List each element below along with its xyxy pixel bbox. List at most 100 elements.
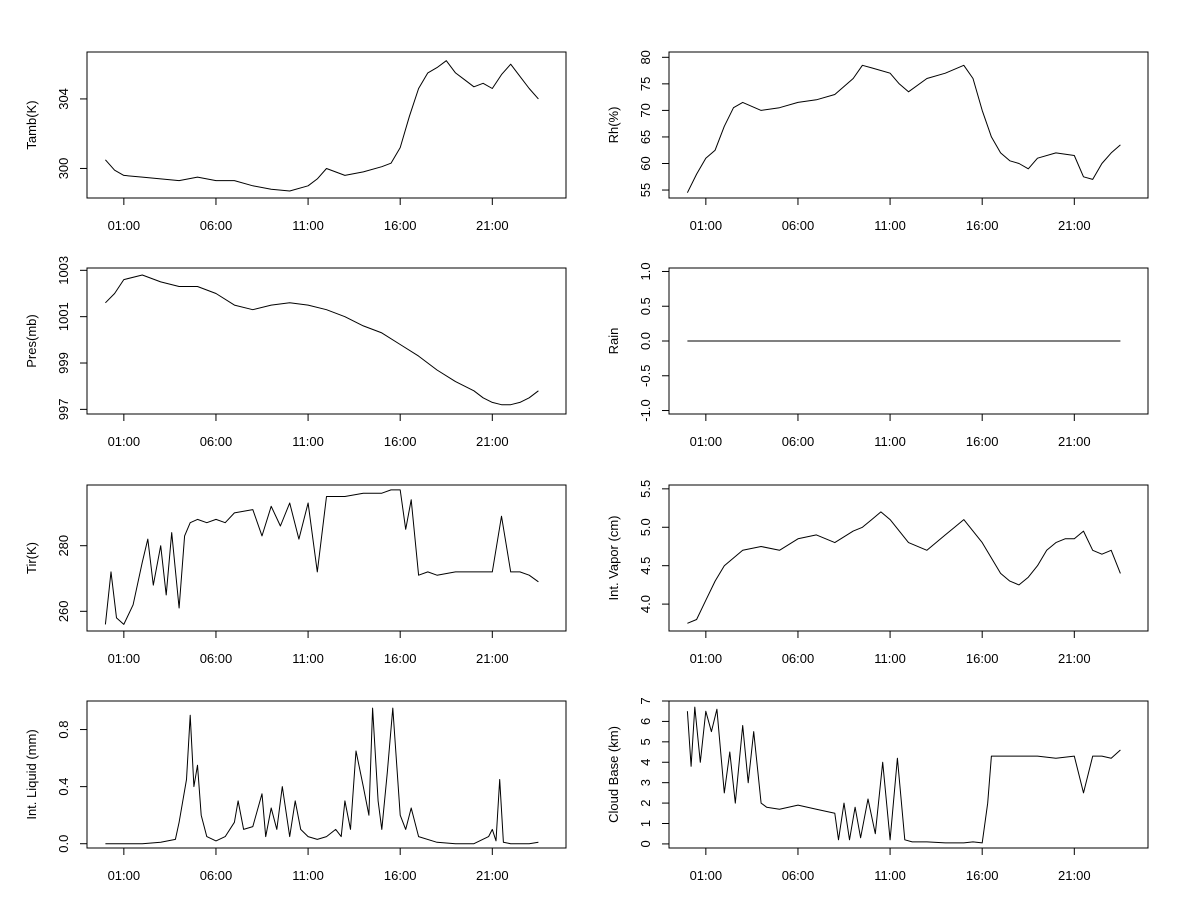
chart-panel-4: 01:00 06:00 11:00 16:00 21:00 -1.0 -0.5 0.0 0.5 1… (606, 262, 1149, 449)
y-tick-label: 999 (56, 352, 71, 374)
x-tick-label: 01:00 (108, 868, 141, 883)
y-tick-label: 70 (638, 103, 653, 117)
y-axis-label: Pres(mb) (24, 314, 39, 367)
series-line (105, 274, 539, 406)
y-axis-label: Tir(K) (24, 542, 39, 574)
x-tick-label: 21:00 (476, 651, 509, 666)
y-tick-label: 1003 (56, 256, 71, 285)
series-line (105, 60, 539, 192)
x-tick-label: 01:00 (108, 218, 141, 233)
series-line (105, 707, 539, 845)
x-tick-label: 21:00 (476, 218, 509, 233)
plot-frame (86, 267, 567, 415)
y-tick-label: 5.0 (638, 518, 653, 536)
y-tick-label: 75 (638, 77, 653, 91)
x-tick-label: 21:00 (1058, 651, 1091, 666)
x-tick-label: 11:00 (874, 434, 906, 449)
y-tick-label: 0.5 (638, 297, 653, 315)
y-tick-label: 6 (638, 718, 653, 725)
x-tick-label: 16:00 (966, 218, 999, 233)
series-line (687, 511, 1121, 624)
plot-frame (86, 484, 567, 632)
x-tick-label: 06:00 (782, 651, 815, 666)
x-tick-label: 06:00 (782, 868, 815, 883)
x-tick-label: 11:00 (292, 218, 324, 233)
x-tick-label: 21:00 (1058, 434, 1091, 449)
y-tick-label: 0.4 (56, 778, 71, 796)
x-tick-label: 11:00 (874, 651, 906, 666)
chart-panel-6: 01:00 06:00 11:00 16:00 21:00 4.0 4.5 5.0 5.5 Int… (606, 480, 1149, 666)
x-tick-label: 06:00 (782, 434, 815, 449)
x-tick-label: 01:00 (108, 434, 141, 449)
y-tick-label: 4.5 (638, 557, 653, 575)
y-tick-label: 5.5 (638, 480, 653, 498)
chart-panel-2: 01:00 06:00 11:00 16:00 21:00 55 60 65 70 75 80 Rh(… (606, 50, 1149, 233)
y-tick-label: 0.8 (56, 721, 71, 739)
y-tick-label: 65 (638, 130, 653, 144)
series-line (686, 64, 1121, 193)
x-tick-label: 16:00 (384, 651, 417, 666)
y-tick-label: 4 (638, 759, 653, 766)
y-tick-label: 4.0 (638, 595, 653, 613)
chart-panel-7: 01:00 06:00 11:00 16:00 21:00 0.0 0.4 0.8 Int. L… (24, 700, 567, 883)
x-tick-label: 01:00 (690, 434, 723, 449)
plot-frame (668, 51, 1149, 199)
y-tick-label: 7 (638, 697, 653, 704)
x-tick-label: 21:00 (476, 868, 509, 883)
y-axis-label: Rh(%) (606, 107, 621, 144)
y-tick-label: 2 (638, 799, 653, 806)
y-axis-label: Cloud Base (km) (606, 726, 621, 823)
series-line (104, 489, 539, 625)
x-tick-label: 21:00 (1058, 868, 1091, 883)
chart-panel-3: 01:00 06:00 11:00 16:00 21:00 997 999 1001 1003 P… (24, 256, 567, 449)
x-tick-label: 11:00 (292, 868, 324, 883)
x-tick-label: 06:00 (782, 218, 815, 233)
x-tick-label: 11:00 (292, 651, 324, 666)
x-tick-label: 06:00 (200, 218, 233, 233)
y-tick-label: 997 (56, 399, 71, 421)
y-tick-label: 5 (638, 738, 653, 745)
y-tick-label: 55 (638, 183, 653, 197)
x-tick-label: 01:00 (108, 651, 141, 666)
y-tick-label: 1 (638, 820, 653, 827)
plot-frame (86, 700, 567, 849)
x-tick-label: 16:00 (966, 434, 999, 449)
plot-frame (86, 51, 567, 199)
y-tick-label: 300 (56, 158, 71, 180)
y-axis-label: Int. Vapor (cm) (606, 515, 621, 600)
plot-frame (668, 700, 1149, 849)
y-tick-label: 0.0 (638, 332, 653, 350)
x-tick-label: 16:00 (966, 868, 999, 883)
y-tick-label: 0.0 (56, 835, 71, 853)
y-tick-label: 1.0 (638, 262, 653, 280)
x-tick-label: 06:00 (200, 651, 233, 666)
y-tick-label: -0.5 (638, 365, 653, 387)
y-axis-label: Int. Liquid (mm) (24, 729, 39, 819)
chart-panel-8: 01:00 06:00 11:00 16:00 21:00 0 1 2 3 4 5 6 7 Cloud B… (606, 697, 1149, 883)
x-tick-label: 11:00 (874, 218, 906, 233)
x-tick-label: 01:00 (690, 218, 723, 233)
x-tick-label: 01:00 (690, 651, 723, 666)
chart-panel-5: 01:00 06:00 11:00 16:00 21:00 260 280 Tir(K) (24, 484, 567, 666)
y-tick-label: 1001 (56, 302, 71, 331)
x-tick-label: 16:00 (384, 868, 417, 883)
x-tick-label: 06:00 (200, 868, 233, 883)
y-tick-label: 0 (638, 840, 653, 847)
y-axis-label: Rain (606, 328, 621, 355)
x-tick-label: 21:00 (1058, 218, 1091, 233)
plot-frame (668, 484, 1149, 632)
x-tick-label: 01:00 (690, 868, 723, 883)
x-tick-label: 16:00 (384, 218, 417, 233)
series-line (686, 706, 1121, 844)
x-tick-label: 16:00 (384, 434, 417, 449)
y-tick-label: 280 (56, 535, 71, 557)
chart-panel-1: 01:00 06:00 11:00 16:00 21:00 300 304 Tamb(K) (24, 51, 567, 233)
y-tick-label: 60 (638, 156, 653, 170)
y-tick-label: 260 (56, 600, 71, 622)
y-axis-label: Tamb(K) (24, 100, 39, 149)
y-tick-label: -1.0 (638, 399, 653, 421)
y-tick-label: 304 (56, 88, 71, 110)
y-tick-label: 80 (638, 50, 653, 64)
x-tick-label: 11:00 (292, 434, 324, 449)
